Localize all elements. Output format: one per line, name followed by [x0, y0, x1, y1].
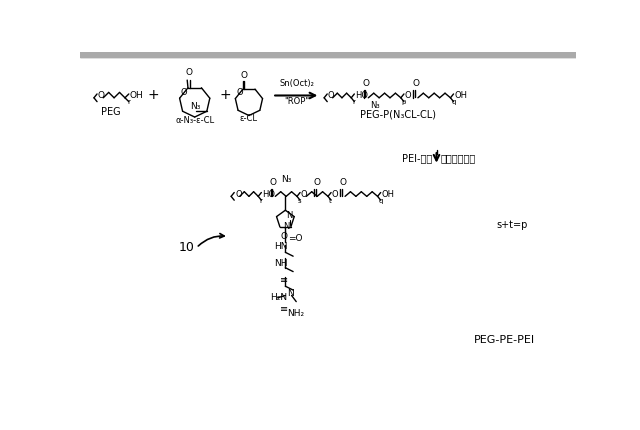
Text: Sn(Oct)₂: Sn(Oct)₂	[280, 79, 314, 88]
Text: p: p	[402, 99, 406, 105]
Text: "ROP": "ROP"	[284, 97, 310, 106]
Text: N₃: N₃	[370, 101, 380, 110]
Text: s+t=p: s+t=p	[497, 220, 528, 230]
Text: HO: HO	[355, 91, 368, 100]
Text: O: O	[235, 190, 242, 199]
Text: PEG-PE-PEI: PEG-PE-PEI	[474, 335, 535, 345]
Text: O: O	[186, 68, 193, 77]
Text: NH₂: NH₂	[287, 309, 304, 318]
Text: O: O	[332, 190, 339, 199]
Text: O: O	[98, 91, 105, 100]
Text: O: O	[363, 79, 370, 88]
Text: OH: OH	[454, 91, 467, 100]
Text: OH: OH	[129, 91, 143, 100]
Text: O: O	[241, 71, 248, 80]
Text: s: s	[298, 198, 301, 204]
FancyArrowPatch shape	[198, 233, 224, 246]
Text: O: O	[180, 88, 187, 97]
Text: HO: HO	[262, 190, 275, 199]
Text: r: r	[127, 99, 130, 105]
Text: O: O	[301, 190, 307, 199]
Text: t: t	[329, 198, 332, 204]
Text: PEG-P(N₃CL-CL): PEG-P(N₃CL-CL)	[360, 110, 436, 120]
Text: O: O	[340, 178, 347, 187]
Text: =O: =O	[288, 234, 302, 243]
Text: N₃: N₃	[281, 175, 291, 184]
Text: O: O	[404, 91, 412, 100]
Text: ≡: ≡	[280, 275, 288, 285]
Text: r: r	[259, 197, 262, 203]
Text: q: q	[451, 99, 456, 105]
Text: O: O	[281, 233, 288, 242]
Text: 10: 10	[179, 242, 195, 255]
Text: N: N	[283, 222, 289, 230]
Bar	[80, 52, 576, 57]
Text: O: O	[412, 79, 419, 88]
Text: N: N	[287, 289, 294, 298]
Text: ε-CL: ε-CL	[240, 114, 258, 123]
Text: 「クリック」: 「クリック」	[440, 153, 476, 163]
Text: O: O	[328, 91, 335, 100]
Text: HN: HN	[275, 242, 288, 251]
Text: +: +	[148, 89, 159, 102]
Text: O: O	[236, 89, 243, 98]
Text: q: q	[378, 198, 383, 204]
Text: OH: OH	[381, 190, 394, 199]
Text: N₃: N₃	[190, 102, 200, 111]
Bar	[80, 52, 576, 57]
Text: NH: NH	[275, 258, 288, 267]
Text: PEG: PEG	[101, 107, 121, 117]
Text: α-N₃-ε-CL: α-N₃-ε-CL	[175, 116, 214, 125]
Text: O: O	[313, 178, 320, 187]
Text: ≡: ≡	[280, 304, 288, 314]
Text: PEI-イン: PEI-イン	[403, 153, 433, 163]
Text: +: +	[220, 89, 232, 102]
Text: N: N	[287, 211, 293, 220]
Text: r: r	[352, 99, 355, 105]
Text: H₂N: H₂N	[270, 293, 287, 302]
Text: O: O	[270, 178, 277, 187]
